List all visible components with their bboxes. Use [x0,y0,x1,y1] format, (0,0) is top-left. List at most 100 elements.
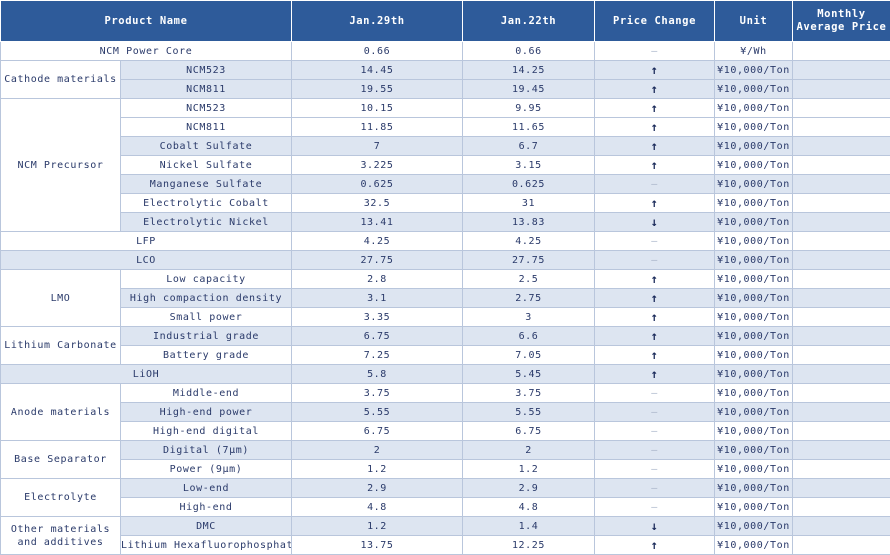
price-change-cell: – [595,479,715,498]
price-change-cell: ↑ [595,137,715,156]
price-change-cell: ↓ [595,517,715,536]
jan22-cell: 1.2 [463,460,595,479]
unit-cell: ¥10,000/Ton [715,118,793,137]
monthly-average-cell [793,194,890,213]
jan22-cell: 6.75 [463,422,595,441]
jan22-cell: 5.45 [463,365,595,384]
jan29-cell: 3.75 [292,384,463,403]
group-name-cell: Other materials and additives [1,517,121,555]
arrow-up-icon: ↑ [651,291,659,305]
dash-icon: – [651,255,658,266]
arrow-up-icon: ↑ [651,82,659,96]
dash-icon: – [651,483,658,494]
jan29-cell: 2.9 [292,479,463,498]
monthly-average-cell [793,479,890,498]
arrow-up-icon: ↑ [651,101,659,115]
price-change-cell: ↑ [595,194,715,213]
jan29-cell: 4.25 [292,232,463,251]
unit-cell: ¥10,000/Ton [715,80,793,99]
jan29-cell: 19.55 [292,80,463,99]
dash-icon: – [651,445,658,456]
price-change-cell: – [595,384,715,403]
jan22-cell: 2.9 [463,479,595,498]
jan22-cell: 3 [463,308,595,327]
monthly-average-cell [793,460,890,479]
jan29-cell: 7.25 [292,346,463,365]
arrow-up-icon: ↑ [651,538,659,552]
product-name-cell: LFP [1,232,292,251]
unit-cell: ¥/Wh [715,42,793,61]
product-name-cell: High-end power [121,403,292,422]
product-name-cell: Power (9μm) [121,460,292,479]
arrow-up-icon: ↑ [651,63,659,77]
price-change-cell: ↓ [595,213,715,232]
price-change-cell: ↑ [595,365,715,384]
jan29-cell: 2.8 [292,270,463,289]
header-row: Product Name Jan.29th Jan.22th Price Cha… [1,1,890,42]
arrow-up-icon: ↑ [651,196,659,210]
jan29-cell: 6.75 [292,327,463,346]
price-change-cell: ↑ [595,327,715,346]
monthly-average-cell [793,422,890,441]
jan22-cell: 5.55 [463,403,595,422]
jan29-cell: 0.625 [292,175,463,194]
arrow-up-icon: ↑ [651,310,659,324]
product-name-cell: Middle-end [121,384,292,403]
product-name-cell: Low capacity [121,270,292,289]
jan22-cell: 12.25 [463,536,595,555]
monthly-average-cell [793,251,890,270]
jan22-cell: 2.75 [463,289,595,308]
price-change-cell: – [595,251,715,270]
jan22-cell: 9.95 [463,99,595,118]
price-change-cell: ↑ [595,346,715,365]
jan22-cell: 1.4 [463,517,595,536]
monthly-average-cell [793,232,890,251]
unit-cell: ¥10,000/Ton [715,327,793,346]
unit-cell: ¥10,000/Ton [715,175,793,194]
group-name-cell: LMO [1,270,121,327]
product-name-cell: NCM811 [121,80,292,99]
jan29-cell: 13.75 [292,536,463,555]
product-name-cell: Industrial grade [121,327,292,346]
unit-cell: ¥10,000/Ton [715,156,793,175]
price-change-cell: – [595,441,715,460]
product-name-cell: Digital (7μm) [121,441,292,460]
product-name-cell: NCM523 [121,99,292,118]
unit-cell: ¥10,000/Ton [715,99,793,118]
unit-cell: ¥10,000/Ton [715,517,793,536]
price-change-cell: – [595,42,715,61]
jan22-cell: 4.8 [463,498,595,517]
dash-icon: – [651,502,658,513]
dash-icon: – [651,426,658,437]
jan22-cell: 14.25 [463,61,595,80]
arrow-up-icon: ↑ [651,367,659,381]
group-name-cell: Cathode materials [1,61,121,99]
price-change-cell: ↑ [595,536,715,555]
monthly-average-cell [793,137,890,156]
jan29-cell: 11.85 [292,118,463,137]
price-change-cell: ↑ [595,270,715,289]
arrow-up-icon: ↑ [651,158,659,172]
unit-cell: ¥10,000/Ton [715,384,793,403]
monthly-average-cell [793,517,890,536]
monthly-average-cell [793,118,890,137]
product-name-cell: Electrolytic Nickel [121,213,292,232]
monthly-average-cell [793,441,890,460]
monthly-average-cell [793,346,890,365]
jan29-cell: 27.75 [292,251,463,270]
